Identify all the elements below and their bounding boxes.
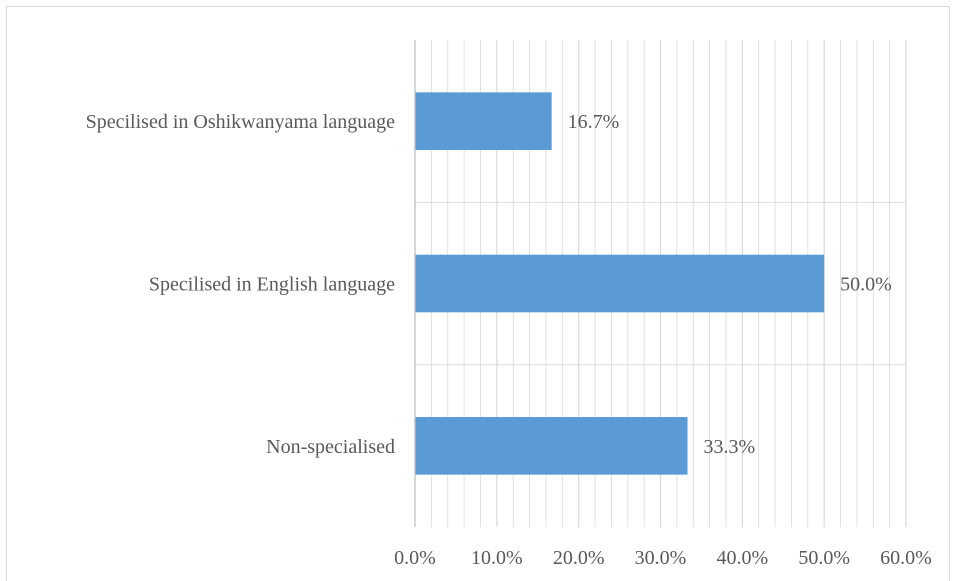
category-labels: Specilised in Oshikwanyama language Speci… [86,111,395,458]
category-label: Specilised in Oshikwanyama language [86,111,395,133]
data-label: 16.7% [568,111,620,133]
data-label: 50.0% [840,274,892,296]
x-tick-label: 20.0% [553,547,605,569]
bar [415,417,688,475]
bar [415,92,552,150]
x-tick-label: 30.0% [635,547,687,569]
x-tick-label: 50.0% [798,547,850,569]
bars [415,92,825,475]
x-tick-label: 10.0% [471,547,523,569]
x-tick-labels: 0.0% 10.0% 20.0% 30.0% 40.0% 50.0% 60.0% [394,547,932,569]
x-tick-label: 0.0% [394,547,436,569]
category-label: Non-specialised [266,436,395,458]
bar [415,254,825,313]
x-tick-label: 60.0% [880,547,932,569]
category-label: Specilised in English language [149,274,395,296]
data-label: 33.3% [704,436,756,458]
x-tick-label: 40.0% [716,547,768,569]
value-labels: 16.7% 50.0% 33.3% [568,111,892,458]
